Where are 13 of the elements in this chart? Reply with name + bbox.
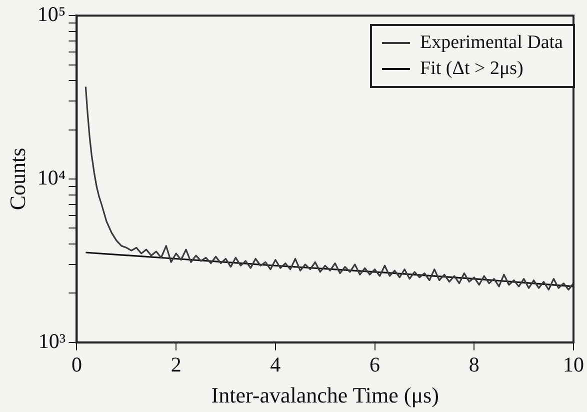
y-tick-label: 10⁴ <box>37 166 66 190</box>
y-tick-label: 10⁵ <box>37 2 66 26</box>
legend-label: Experimental Data <box>420 31 563 55</box>
x-tick-label: 10 <box>563 352 584 377</box>
x-tick-label: 2 <box>170 352 182 377</box>
x-tick-label: 8 <box>468 352 480 377</box>
x-tick-label: 0 <box>71 352 82 377</box>
y-tick-label: 10³ <box>38 328 66 353</box>
x-tick-label: 4 <box>270 352 282 377</box>
legend-label: Fit (Δt > 2μs) <box>420 57 524 81</box>
x-axis-title: Inter-avalanche Time (μs) <box>211 382 439 408</box>
x-tick-label: 6 <box>370 352 380 377</box>
y-axis-title: Counts <box>4 148 30 210</box>
